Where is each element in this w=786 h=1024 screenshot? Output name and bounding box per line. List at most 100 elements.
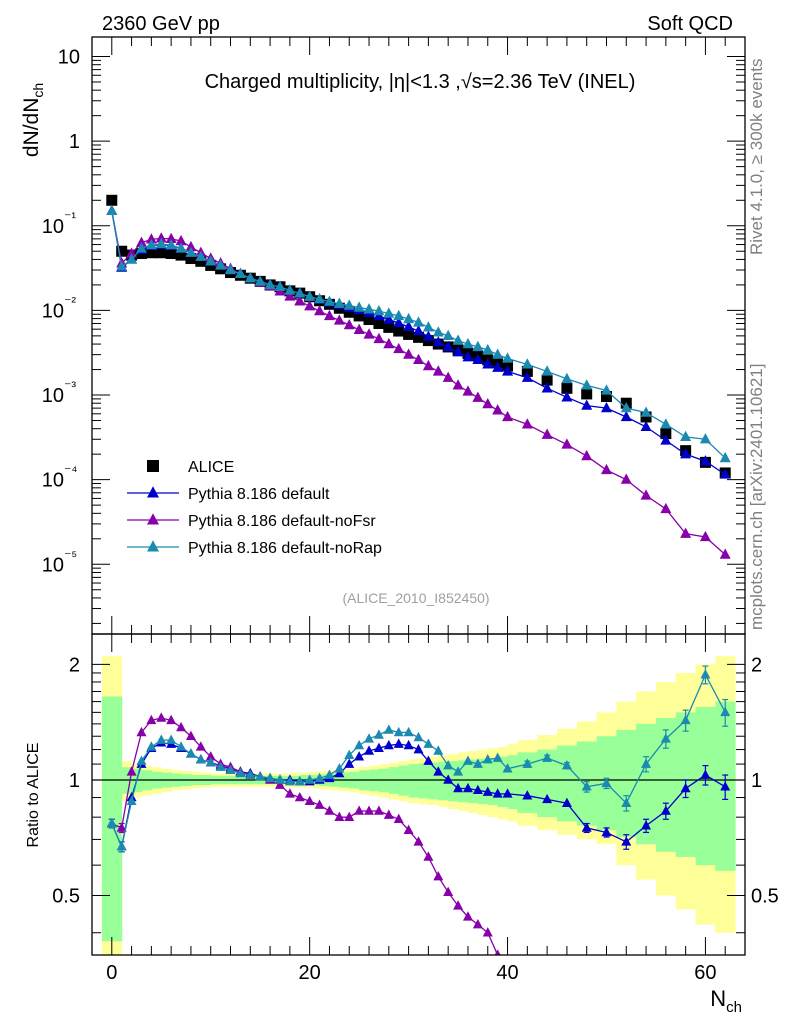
y-tick-label: 10 [58, 47, 80, 69]
ratio-point-pythia-8-186-default-norap [482, 754, 493, 764]
data-point-alice [106, 194, 118, 206]
x-tick-label: 20 [299, 962, 321, 984]
ratio-point-pythia-8-186-default [354, 751, 365, 761]
data-point-pythia-8-186-default-norap [343, 299, 355, 310]
data-point-pythia-8-186-default-norap [640, 406, 652, 417]
data-point-alice [175, 249, 187, 261]
ratio-point-pythia-8-186-default-nofsr [443, 886, 454, 897]
y-tick-label-exponent: ⁻³ [64, 378, 76, 394]
data-point-alice [145, 247, 157, 259]
ratio-point-pythia-8-186-default-norap [462, 755, 473, 765]
ratio-point-pythia-8-186-default-nofsr [195, 741, 206, 751]
ratio-point-pythia-8-186-default-nofsr [294, 791, 305, 802]
header-left: 2360 GeV pp [102, 13, 220, 35]
ratio-point-pythia-8-186-default-norap [265, 772, 276, 783]
data-point-pythia-8-186-default [561, 391, 573, 402]
y-tick-label: 10 [42, 554, 64, 576]
ratio-point-pythia-8-186-default-norap [641, 758, 652, 768]
data-point-pythia-8-186-default-nofsr [145, 233, 157, 244]
ratio-point-pythia-8-186-default-norap [601, 777, 612, 788]
data-point-alice [640, 411, 652, 423]
legend-marker [147, 513, 159, 525]
ratio-point-pythia-8-186-default-nofsr [334, 811, 345, 821]
stat-band-bin [616, 729, 637, 838]
stat-band-bin [497, 756, 509, 808]
series-alice [106, 194, 731, 479]
ratio-point-pythia-8-186-default-norap [176, 741, 187, 751]
data-point-pythia-8-186-default-nofsr [126, 247, 138, 258]
ratio-point-pythia-8-186-default-norap [522, 758, 533, 768]
ratio-point-pythia-8-186-default-norap [324, 769, 335, 779]
data-point-pythia-8-186-default-norap [502, 352, 514, 363]
data-point-pythia-8-186-default-nofsr [492, 404, 504, 415]
data-point-pythia-8-186-default-nofsr [660, 502, 672, 514]
series-line-pythia-8-186-default-nofsr [111, 210, 726, 556]
ratio-point-pythia-8-186-default-norap [472, 758, 483, 768]
ratio-point-pythia-8-186-default [522, 790, 533, 800]
data-point-pythia-8-186-default [541, 382, 553, 393]
data-point-alice [383, 321, 395, 333]
data-point-pythia-8-186-default-nofsr [502, 410, 514, 422]
data-point-pythia-8-186-default-norap [135, 242, 147, 253]
ratio-point-pythia-8-186-default-norap [373, 729, 384, 739]
data-point-pythia-8-186-default-nofsr [383, 337, 395, 349]
ratio-point-pythia-8-186-default-norap [700, 669, 711, 679]
ratio-point-pythia-8-186-default [492, 788, 503, 798]
data-point-pythia-8-186-default-nofsr [294, 295, 306, 306]
data-point-pythia-8-186-default-norap [145, 239, 157, 250]
ratio-point-pythia-8-186-default [334, 767, 345, 778]
ratio-point-pythia-8-186-default-nofsr [364, 805, 375, 815]
y-tick-label: 1 [69, 131, 80, 153]
stat-band-bin [448, 761, 459, 802]
data-point-pythia-8-186-default-norap [116, 260, 128, 271]
data-point-pythia-8-186-default-norap [581, 379, 593, 390]
data-point-pythia-8-186-default-norap [323, 295, 335, 306]
data-point-pythia-8-186-default [502, 365, 514, 376]
data-point-pythia-8-186-default-norap [422, 321, 434, 332]
data-point-alice [155, 247, 167, 259]
legend-item-alice: ALICE [147, 459, 234, 476]
data-point-pythia-8-186-default-nofsr [472, 391, 484, 402]
ratio-point-pythia-8-186-default [581, 822, 592, 832]
data-point-alice [600, 391, 612, 403]
data-point-pythia-8-186-default [660, 434, 672, 445]
ratio-point-pythia-8-186-default-norap [393, 726, 404, 737]
data-point-pythia-8-186-default [581, 399, 593, 410]
data-point-pythia-8-186-default-nofsr [521, 418, 533, 429]
ratio-point-pythia-8-186-default-norap [403, 726, 414, 737]
ratio-point-pythia-8-186-default-nofsr [324, 805, 335, 815]
ratio-line-pythia-8-186-default-nofsr [111, 717, 499, 955]
data-point-pythia-8-186-default-nofsr [304, 300, 316, 311]
ratio-point-pythia-8-186-default-nofsr [136, 726, 147, 737]
ratio-point-pythia-8-186-default-nofsr [383, 809, 394, 819]
data-point-pythia-8-186-default [383, 313, 395, 324]
legend-marker [147, 460, 159, 472]
legend: ALICE Pythia 8.186 default Pythia 8.186 de… [127, 459, 382, 557]
stat-band-bin [428, 762, 439, 800]
data-point-pythia-8-186-default-norap [106, 204, 118, 216]
ratio-point-pythia-8-186-default-nofsr [176, 721, 187, 732]
data-point-pythia-8-186-default-norap [244, 272, 256, 283]
data-point-pythia-8-186-default-norap [254, 275, 266, 286]
stat-band-bin [458, 760, 469, 803]
data-point-pythia-8-186-default-norap [274, 280, 286, 291]
data-point-pythia-8-186-default-norap [304, 290, 316, 301]
data-point-pythia-8-186-default-nofsr [680, 527, 692, 538]
ratio-point-pythia-8-186-default-norap [255, 771, 266, 781]
ratio-plot-panel [92, 656, 745, 955]
data-point-alice [561, 382, 573, 394]
ratio-point-pythia-8-186-default-norap [621, 797, 632, 807]
ratio-point-pythia-8-186-default-norap [304, 774, 315, 784]
ratio-point-pythia-8-186-default-nofsr [472, 919, 483, 929]
ratio-point-pythia-8-186-default-norap [720, 706, 731, 717]
data-point-pythia-8-186-default-norap [403, 312, 415, 324]
legend-item-pythia-8-186-default-nofsr: Pythia 8.186 default-noFsr [127, 513, 376, 530]
ratio-point-pythia-8-186-default-norap [561, 760, 572, 770]
legend-item-pythia-8-186-default: Pythia 8.186 default [127, 486, 330, 503]
ratio-point-pythia-8-186-default-nofsr [274, 779, 285, 789]
data-point-pythia-8-186-default-nofsr [393, 342, 405, 354]
data-point-pythia-8-186-default-norap [333, 297, 345, 308]
ratio-point-pythia-8-186-default-nofsr [146, 714, 157, 725]
legend-marker [147, 486, 159, 498]
